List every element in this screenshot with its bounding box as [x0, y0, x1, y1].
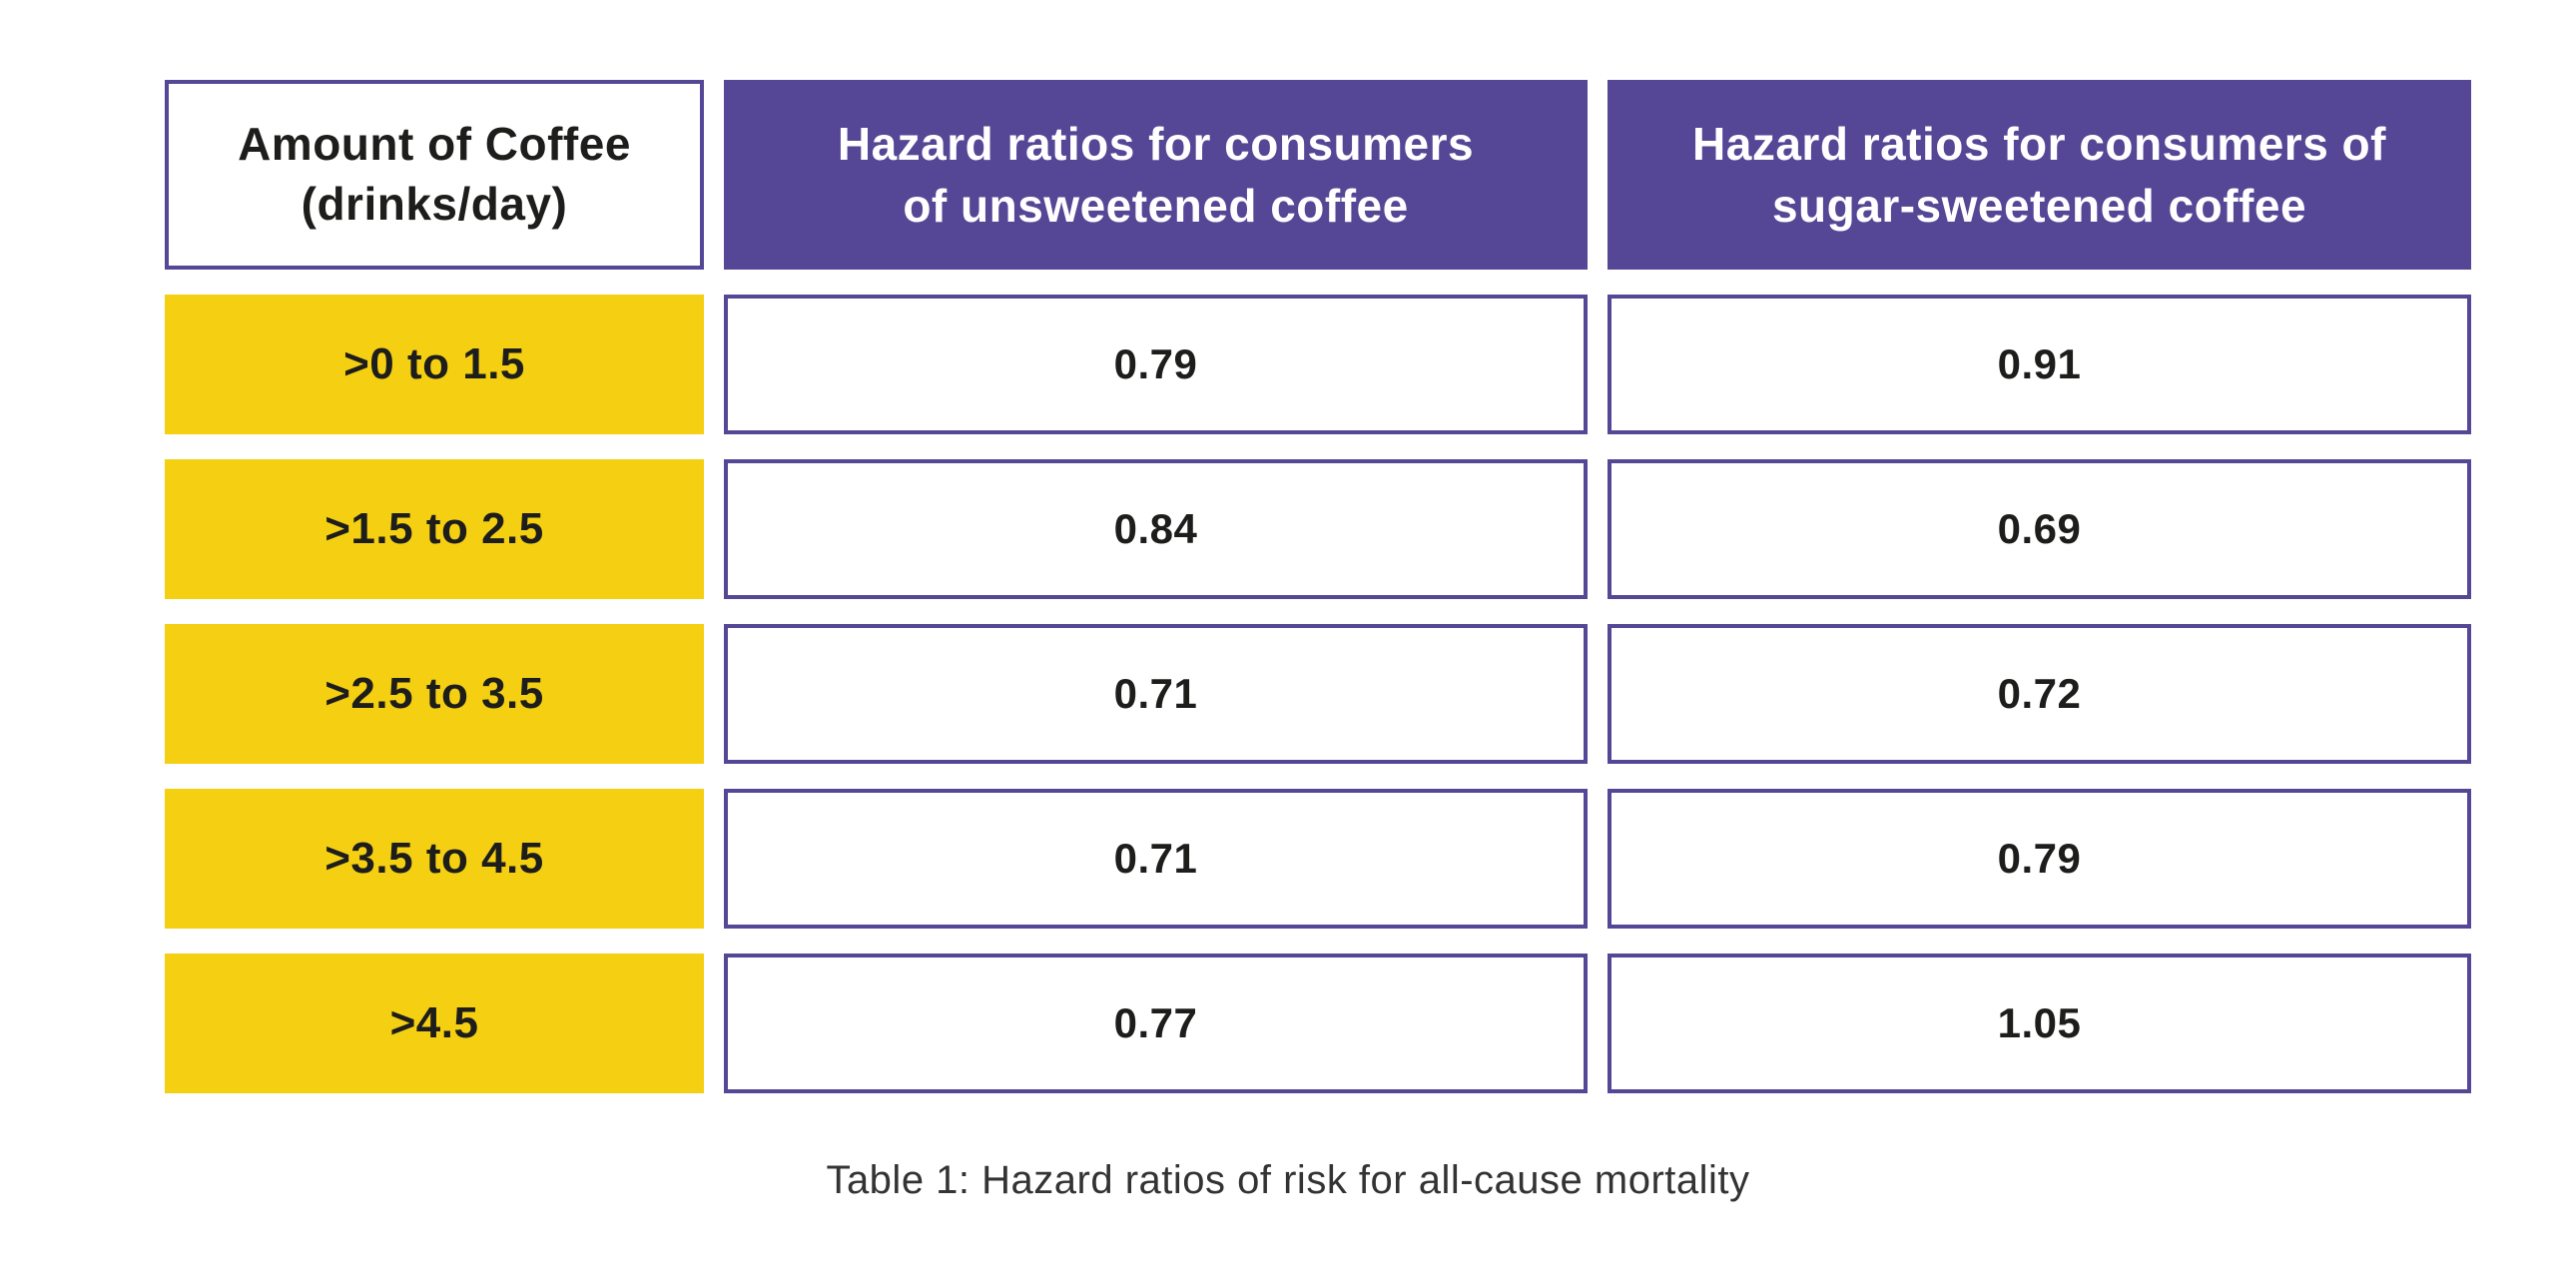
row-1-unsweetened-cell: 0.79 [724, 295, 1588, 434]
hazard-ratio-table: Amount of Coffee (drinks/day) Hazard rat… [165, 80, 2471, 1093]
header-amount-of-coffee: Amount of Coffee (drinks/day) [165, 80, 704, 270]
row-1-amount-cell: >0 to 1.5 [165, 295, 704, 434]
header-amount-line2: (drinks/day) [301, 178, 568, 230]
row-4-amount-cell: >3.5 to 4.5 [165, 789, 704, 929]
header-sugar-sweetened-line1: Hazard ratios for consumers of [1692, 117, 2386, 170]
row-2-amount-cell: >1.5 to 2.5 [165, 459, 704, 599]
row-3-amount-cell: >2.5 to 3.5 [165, 624, 704, 764]
row-4-unsweetened-cell: 0.71 [724, 789, 1588, 929]
row-4-sugar-sweetened-cell: 0.79 [1608, 789, 2471, 929]
row-3-sugar-sweetened-cell: 0.72 [1608, 624, 2471, 764]
row-3-unsweetened-cell: 0.71 [724, 624, 1588, 764]
header-sugar-sweetened-line2: sugar-sweetened coffee [1771, 180, 2307, 232]
header-unsweetened-line1: Hazard ratios for consumers [837, 117, 1475, 170]
row-2-unsweetened-cell: 0.84 [724, 459, 1588, 599]
header-sugar-sweetened: Hazard ratios for consumers of sugar-swe… [1608, 80, 2471, 270]
row-1-sugar-sweetened-cell: 0.91 [1608, 295, 2471, 434]
header-amount-line1: Amount of Coffee [238, 118, 631, 171]
table-caption: Table 1: Hazard ratios of risk for all-c… [826, 1158, 1750, 1202]
header-unsweetened: Hazard ratios for consumers of unsweeten… [724, 80, 1588, 270]
row-2-sugar-sweetened-cell: 0.69 [1608, 459, 2471, 599]
row-5-sugar-sweetened-cell: 1.05 [1608, 954, 2471, 1093]
row-5-amount-cell: >4.5 [165, 954, 704, 1093]
row-5-unsweetened-cell: 0.77 [724, 954, 1588, 1093]
header-unsweetened-line2: of unsweetened coffee [903, 180, 1409, 232]
